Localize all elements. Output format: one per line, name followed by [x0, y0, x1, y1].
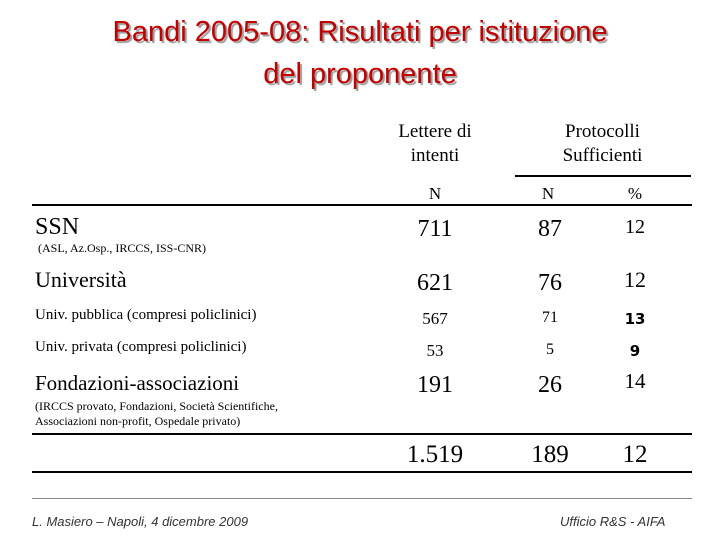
- header-protocolli-sufficienti: Protocolli Sufficienti: [535, 120, 670, 168]
- subheader-n-protocolli: N: [541, 184, 555, 203]
- total-percent: 12: [622, 441, 648, 468]
- footer-rule: [32, 498, 692, 499]
- protocolli-header-rule: [515, 175, 691, 177]
- row-fondazioni-label: Fondazioni-associazioni: [35, 371, 240, 395]
- row-univ-privata-protocolli: 5: [546, 341, 554, 358]
- header-lettere-line-1: Lettere di: [398, 121, 472, 142]
- total-lettere: 1.519: [406, 441, 464, 468]
- header-bottom-rule: [32, 204, 692, 206]
- row-ssn-lettere: 711: [417, 216, 453, 242]
- row-univ-privata-percent: 9: [629, 342, 641, 360]
- row-fondazioni-protocolli: 26: [538, 372, 562, 398]
- header-protocolli-line-1: Protocolli: [565, 121, 640, 142]
- total-top-rule: [32, 433, 692, 435]
- total-protocolli: 189: [531, 441, 569, 468]
- row-univ-privata-lettere: 53: [426, 341, 444, 360]
- header-protocolli-line-2: Sufficienti: [562, 145, 643, 166]
- row-fondazioni-percent: 14: [624, 369, 646, 393]
- row-universita-protocolli: 76: [538, 270, 562, 296]
- row-fondazioni-sublabel-1: (IRCCS provato, Fondazioni, Società Scie…: [35, 399, 278, 413]
- row-universita-label: Università: [35, 267, 127, 292]
- row-fondazioni-sublabel-2: Associazioni non-profit, Ospedale privat…: [35, 414, 241, 428]
- slide-title-line-2: del proponente: [263, 58, 457, 90]
- footer-left-text: L. Masiero – Napoli, 4 dicembre 2009: [32, 514, 249, 529]
- row-ssn-label: SSN: [35, 214, 80, 240]
- subheader-percent: %: [627, 184, 643, 203]
- row-ssn-percent: 12: [625, 216, 645, 238]
- row-univ-pubblica-label: Univ. pubblica (compresi policlinici): [35, 307, 257, 323]
- total-bottom-rule: [32, 471, 692, 473]
- row-univ-pubblica-protocolli: 71: [542, 309, 558, 326]
- row-universita-percent: 12: [624, 267, 646, 292]
- footer-right-text: Ufficio R&S - AIFA: [560, 514, 666, 529]
- header-lettere-di-intenti: Lettere di intenti: [370, 120, 500, 168]
- subheader-n-lettere: N: [428, 184, 442, 203]
- row-ssn-sublabel: (ASL, Az.Osp., IRCCS, ISS-CNR): [38, 241, 207, 255]
- slide-title-line-1: Bandi 2005-08: Risultati per istituzione: [112, 16, 608, 48]
- row-univ-pubblica-lettere: 567: [422, 309, 448, 328]
- header-lettere-line-2: intenti: [410, 145, 460, 166]
- row-univ-privata-label: Univ. privata (compresi policlinici): [35, 339, 247, 355]
- row-univ-pubblica-percent: 13: [624, 310, 646, 328]
- row-fondazioni-lettere: 191: [417, 372, 453, 398]
- row-ssn-protocolli: 87: [538, 216, 562, 242]
- row-universita-lettere: 621: [417, 270, 453, 296]
